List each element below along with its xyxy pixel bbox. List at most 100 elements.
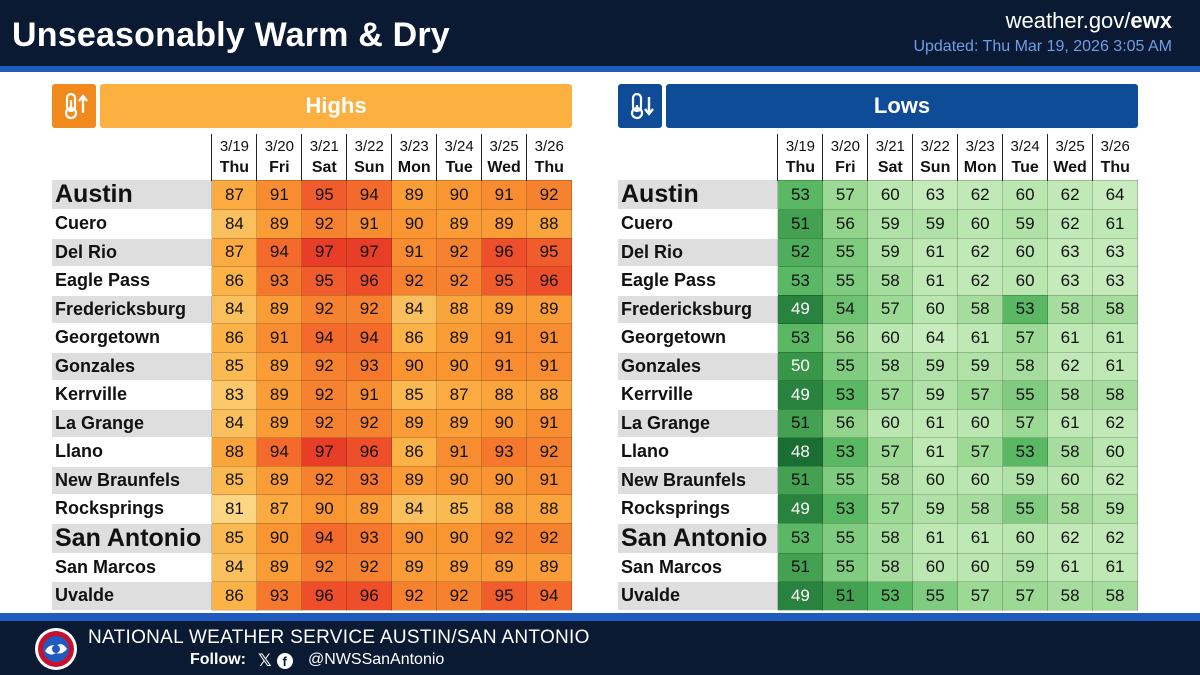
table-row: Gonzales 85 89 92 93 90 90 91 91 bbox=[52, 351, 572, 381]
low-temp-cell: 61 bbox=[957, 522, 1004, 554]
day-header: 3/25 Wed bbox=[1047, 134, 1093, 180]
social-handle[interactable]: @NWSSanAntonio bbox=[308, 651, 445, 668]
table-row: Cuero 51 56 59 59 60 59 62 61 bbox=[618, 209, 1138, 239]
low-temp-cell: 61 bbox=[912, 408, 959, 438]
low-temp-cell: 58 bbox=[867, 465, 914, 495]
high-temp-cell: 92 bbox=[526, 179, 572, 210]
high-temp-cell: 89 bbox=[346, 494, 393, 524]
low-temp-cell: 58 bbox=[1047, 437, 1094, 467]
city-name: La Grange bbox=[618, 409, 778, 438]
highs-table: 3/19 Thu 3/20 Fri 3/21 Sat 3/22 Sun 3/23 Mon 3/24 T… bbox=[52, 134, 572, 611]
low-temp-cell: 48 bbox=[777, 437, 824, 467]
low-temp-cell: 59 bbox=[867, 209, 914, 239]
table-row: New Braunfels 51 55 58 60 60 59 60 62 bbox=[618, 465, 1138, 495]
low-temp-cell: 58 bbox=[867, 266, 914, 296]
low-temp-cell: 55 bbox=[822, 237, 869, 267]
high-temp-cell: 92 bbox=[301, 380, 348, 410]
website-link[interactable]: weather.gov/ewx bbox=[1006, 8, 1172, 34]
weekday-label: Sat bbox=[877, 158, 903, 176]
low-temp-cell: 62 bbox=[1047, 522, 1094, 554]
high-temp-cell: 84 bbox=[211, 408, 258, 438]
low-temp-cell: 62 bbox=[1092, 465, 1138, 495]
high-temp-cell: 89 bbox=[481, 294, 528, 324]
table-row: San Antonio 53 55 58 61 61 60 62 62 bbox=[618, 522, 1138, 554]
low-temp-cell: 61 bbox=[1092, 323, 1138, 353]
high-temp-cell: 96 bbox=[481, 237, 528, 267]
high-temp-cell: 89 bbox=[391, 408, 438, 438]
table-row: Fredericksburg 84 89 92 92 84 88 89 89 bbox=[52, 294, 572, 324]
low-temp-cell: 63 bbox=[1047, 237, 1094, 267]
day-header: 3/21 Sat bbox=[867, 134, 913, 180]
low-temp-cell: 61 bbox=[912, 237, 959, 267]
table-row: La Grange 51 56 60 61 60 57 61 62 bbox=[618, 408, 1138, 438]
city-name: Rocksprings bbox=[618, 494, 778, 524]
low-temp-cell: 59 bbox=[957, 351, 1004, 381]
low-temp-cell: 60 bbox=[957, 552, 1004, 582]
high-temp-cell: 88 bbox=[526, 209, 572, 239]
low-temp-cell: 62 bbox=[1047, 351, 1094, 381]
high-temp-cell: 89 bbox=[481, 209, 528, 239]
low-temp-cell: 56 bbox=[822, 209, 869, 239]
x-icon[interactable]: 𝕏 bbox=[258, 651, 272, 670]
day-header: 3/19 Thu bbox=[211, 134, 257, 180]
weekday-label: Tue bbox=[1011, 158, 1039, 176]
low-temp-cell: 57 bbox=[867, 437, 914, 467]
low-temp-cell: 63 bbox=[1092, 237, 1138, 267]
lows-table-body: Austin 53 57 60 63 62 60 62 64 Cuero 51 56 59 59 60 59 6… bbox=[618, 179, 1138, 611]
high-temp-cell: 84 bbox=[211, 294, 258, 324]
lows-table: 3/19 Thu 3/20 Fri 3/21 Sat 3/22 Sun 3/23 Mon 3/24 T… bbox=[618, 134, 1138, 611]
low-temp-cell: 55 bbox=[822, 552, 869, 582]
weekday-label: Thu bbox=[219, 158, 250, 176]
high-temp-cell: 92 bbox=[436, 581, 483, 611]
low-temp-cell: 58 bbox=[867, 552, 914, 582]
table-row: Georgetown 53 56 60 64 61 57 61 61 bbox=[618, 323, 1138, 353]
table-row: Eagle Pass 53 55 58 61 62 60 63 63 bbox=[618, 266, 1138, 296]
weekday-label: Wed bbox=[1053, 158, 1087, 176]
low-temp-cell: 59 bbox=[867, 237, 914, 267]
high-temp-cell: 84 bbox=[391, 294, 438, 324]
low-temp-cell: 62 bbox=[1047, 179, 1094, 210]
site-prefix: weather.gov/ bbox=[1005, 8, 1131, 33]
high-temp-cell: 92 bbox=[301, 552, 348, 582]
high-temp-cell: 84 bbox=[391, 494, 438, 524]
high-temp-cell: 89 bbox=[436, 552, 483, 582]
high-temp-cell: 92 bbox=[301, 465, 348, 495]
high-temp-cell: 89 bbox=[256, 408, 303, 438]
table-row: Cuero 84 89 92 91 90 89 89 88 bbox=[52, 209, 572, 239]
low-temp-cell: 60 bbox=[867, 323, 914, 353]
day-header: 3/26 Thu bbox=[1092, 134, 1138, 180]
day-header: 3/20 Fri bbox=[822, 134, 868, 180]
low-temp-cell: 58 bbox=[957, 494, 1004, 524]
city-name: Georgetown bbox=[618, 323, 778, 353]
weekday-label: Mon bbox=[963, 158, 997, 176]
high-temp-cell: 89 bbox=[436, 408, 483, 438]
high-temp-cell: 89 bbox=[256, 294, 303, 324]
high-temp-cell: 88 bbox=[526, 380, 572, 410]
low-temp-cell: 57 bbox=[822, 179, 869, 210]
high-temp-cell: 93 bbox=[256, 581, 303, 611]
high-temp-cell: 87 bbox=[211, 237, 258, 267]
corner-cell bbox=[52, 134, 212, 180]
high-temp-cell: 92 bbox=[346, 408, 393, 438]
low-temp-cell: 60 bbox=[912, 294, 959, 324]
date-label: 3/24 bbox=[444, 137, 474, 155]
high-temp-cell: 89 bbox=[256, 380, 303, 410]
high-temp-cell: 94 bbox=[256, 437, 303, 467]
day-header: 3/22 Sun bbox=[346, 134, 392, 180]
city-name: Uvalde bbox=[618, 581, 778, 611]
lows-day-header-row: 3/19 Thu 3/20 Fri 3/21 Sat 3/22 Sun 3/23 Mon 3/24 T… bbox=[618, 134, 1138, 180]
city-name: Fredericksburg bbox=[618, 295, 778, 324]
high-temp-cell: 89 bbox=[526, 294, 572, 324]
high-temp-cell: 95 bbox=[301, 179, 348, 210]
low-temp-cell: 60 bbox=[1047, 465, 1094, 495]
high-temp-cell: 93 bbox=[481, 437, 528, 467]
low-temp-cell: 62 bbox=[957, 237, 1004, 267]
table-row: Rocksprings 49 53 57 59 58 55 58 59 bbox=[618, 494, 1138, 524]
low-temp-cell: 55 bbox=[822, 351, 869, 381]
city-name: Austin bbox=[618, 180, 778, 210]
facebook-icon[interactable]: f bbox=[276, 653, 293, 669]
high-temp-cell: 88 bbox=[436, 294, 483, 324]
city-name: Eagle Pass bbox=[52, 266, 212, 296]
high-temp-cell: 93 bbox=[346, 522, 393, 554]
city-name: San Marcos bbox=[618, 553, 778, 582]
